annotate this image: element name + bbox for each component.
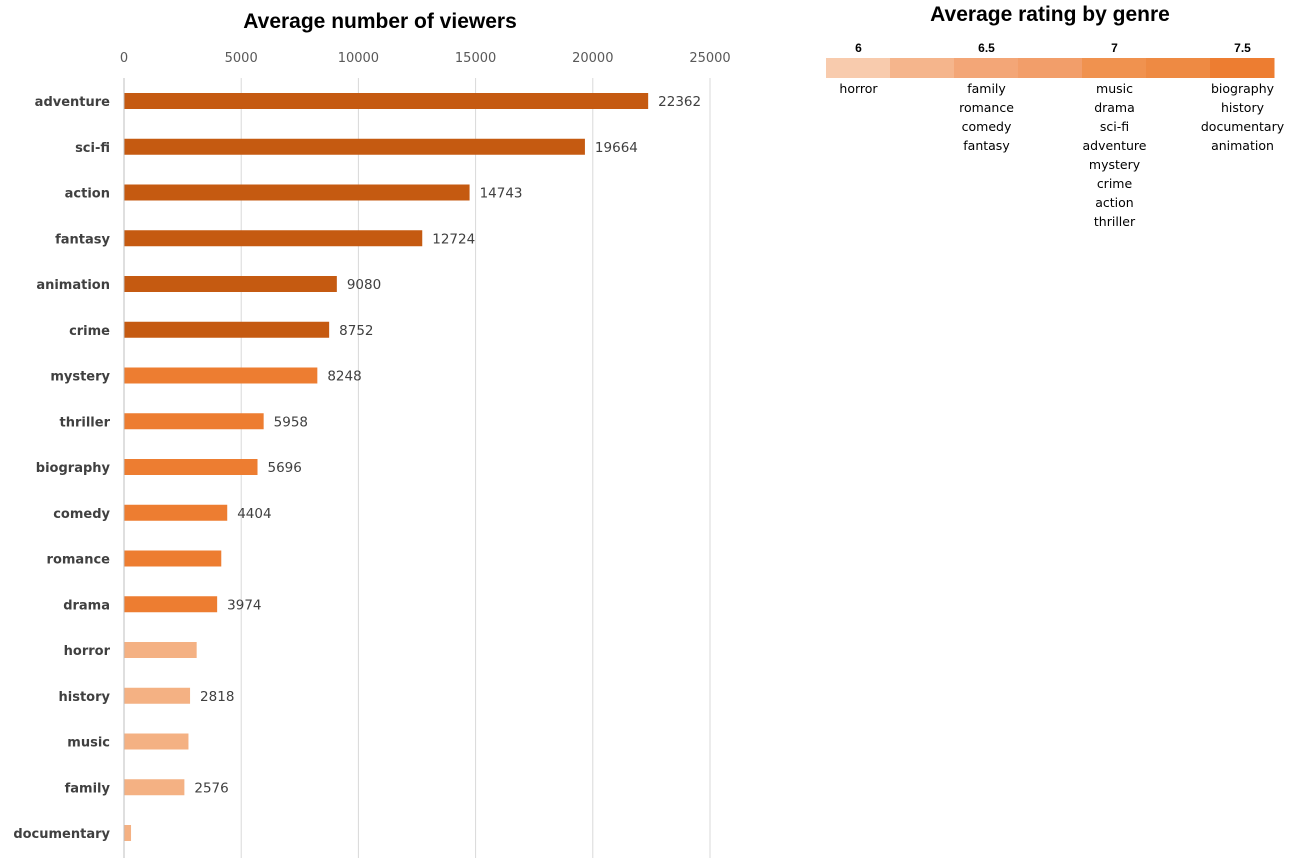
genre-label: animation	[1211, 138, 1274, 153]
bar-animation	[124, 276, 337, 292]
bar-thriller	[124, 413, 264, 430]
genre-label: drama	[1094, 100, 1135, 115]
category-label: sci-fi	[75, 141, 110, 156]
x-tick-label: 5000	[225, 51, 258, 66]
bar-fantasy	[124, 230, 423, 247]
genre-label: biography	[1211, 81, 1275, 96]
category-label: documentary	[13, 827, 110, 842]
genre-label: music	[1096, 81, 1133, 96]
genre-label: sci-fi	[1100, 119, 1129, 134]
bar-biography	[124, 459, 258, 475]
viewers-bars: adventure 22362 sci-fi 19664 action 14743 fant…	[13, 93, 701, 842]
rating-scale-tick: 7	[1111, 41, 1118, 55]
rating-scale-tick: 7.5	[1234, 41, 1251, 55]
category-label: music	[67, 736, 110, 751]
bar-sci-fi	[124, 138, 585, 155]
category-label: thriller	[60, 415, 111, 430]
category-label: animation	[36, 278, 110, 293]
rating-scale-tick: 6.5	[978, 41, 995, 55]
category-label: family	[65, 781, 111, 796]
x-tick-label: 10000	[338, 51, 379, 66]
scale-segment	[954, 58, 1019, 78]
genre-label: thriller	[1094, 214, 1136, 229]
bar-music	[124, 733, 189, 750]
rating-chart-title: Average rating by genre	[930, 3, 1170, 26]
bar-romance	[124, 550, 222, 567]
x-tick-label: 15000	[455, 51, 496, 66]
bar-drama	[124, 596, 218, 613]
bar-value-label: 8248	[327, 369, 361, 385]
bar-value-label: 4404	[237, 506, 271, 522]
genre-label: mystery	[1089, 157, 1141, 172]
scale-segment	[1146, 58, 1211, 78]
category-label: history	[59, 690, 111, 705]
bar-value-label: 22362	[658, 94, 701, 110]
bar-value-label: 5958	[274, 414, 308, 430]
viewers-gridlines	[123, 78, 711, 858]
bar-value-label: 8752	[339, 323, 373, 339]
category-label: mystery	[50, 370, 110, 385]
bar-crime	[124, 321, 330, 338]
scale-segment	[890, 58, 955, 78]
rating-scale-labels: 6 6.5 7 7.5	[855, 41, 1251, 55]
bar-value-label: 12724	[432, 231, 475, 247]
scale-segment	[1018, 58, 1083, 78]
x-tick-label: 20000	[572, 51, 613, 66]
category-label: action	[65, 187, 110, 202]
rating-genre-lists: horror family romance comedy fantasy music dra…	[839, 81, 1284, 229]
category-label: horror	[64, 644, 111, 659]
bar-value-label: 2576	[194, 780, 228, 796]
scale-segment	[1210, 58, 1275, 78]
viewers-chart-title: Average number of viewers	[243, 10, 517, 33]
bar-adventure	[124, 93, 649, 109]
bar-history	[124, 687, 191, 704]
category-label: biography	[36, 461, 111, 476]
bar-family	[124, 779, 185, 796]
genre-label: action	[1095, 195, 1133, 210]
genre-label: comedy	[962, 119, 1012, 134]
genre-label: crime	[1097, 176, 1133, 191]
x-tick-label: 0	[120, 51, 128, 66]
rating-color-scale	[826, 58, 1275, 78]
category-label: fantasy	[55, 232, 110, 247]
genre-label: horror	[839, 81, 878, 96]
category-label: romance	[47, 553, 111, 568]
bar-value-label: 14743	[480, 186, 523, 202]
bar-action	[124, 184, 470, 201]
bar-horror	[124, 642, 197, 658]
bar-value-label: 5696	[268, 460, 302, 476]
genre-label: family	[967, 81, 1006, 96]
genre-label: documentary	[1201, 119, 1285, 134]
category-label: comedy	[53, 507, 110, 522]
bar-documentary	[124, 825, 132, 841]
category-label: adventure	[35, 95, 111, 110]
genre-label: history	[1221, 100, 1265, 115]
bar-mystery	[124, 367, 318, 384]
category-label: crime	[69, 324, 110, 339]
bar-value-label: 19664	[595, 140, 638, 156]
genre-label: fantasy	[963, 138, 1010, 153]
bar-value-label: 9080	[347, 277, 381, 293]
viewers-bar-chart: Average number of viewers 0 5000 10000 1500…	[13, 10, 731, 858]
bar-comedy	[124, 504, 228, 521]
bar-value-label: 2818	[200, 689, 234, 705]
scale-segment	[1082, 58, 1147, 78]
viewers-x-ticks: 0 5000 10000 15000 20000 25000	[120, 51, 731, 66]
category-label: drama	[63, 598, 110, 613]
genre-label: romance	[959, 100, 1014, 115]
bar-value-label: 3974	[227, 597, 261, 613]
x-tick-label: 25000	[689, 51, 730, 66]
scale-segment	[826, 58, 891, 78]
rating-scale-tick: 6	[855, 41, 862, 55]
genre-label: adventure	[1083, 138, 1147, 153]
